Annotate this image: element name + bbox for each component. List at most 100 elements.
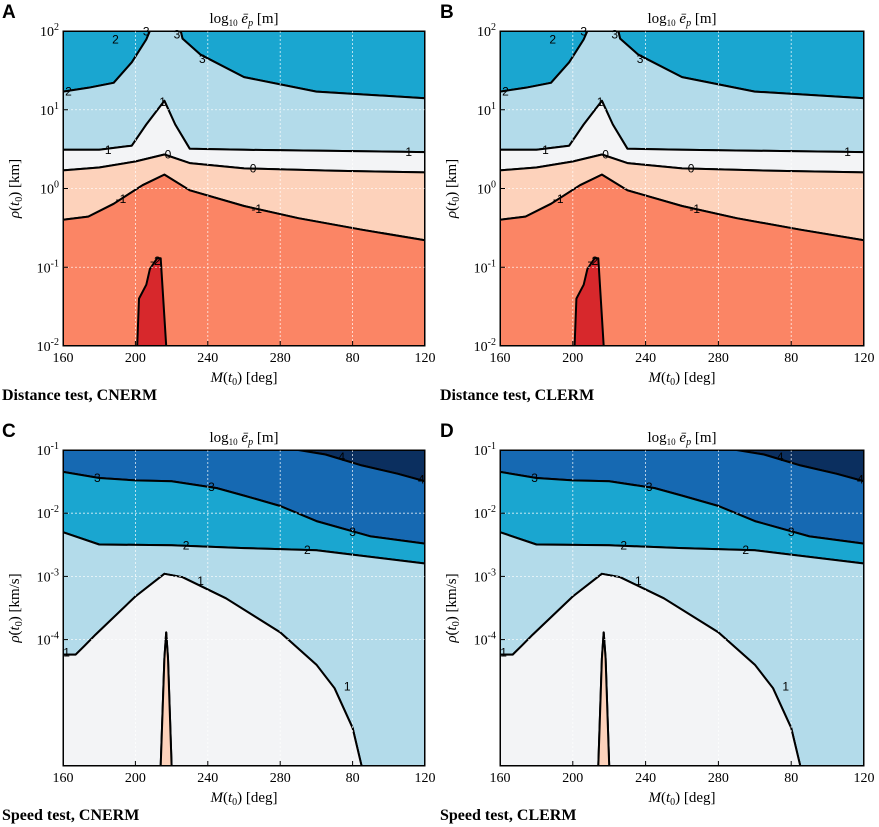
y-tick-label: 10-3 <box>474 567 496 585</box>
x-tick-label: 280 <box>708 771 729 786</box>
contour-label: 0 <box>250 161 257 175</box>
contour-label: 1 <box>844 145 851 159</box>
chart-title: log10 ēp [m] <box>647 430 716 448</box>
x-tick-label: 120 <box>854 771 875 786</box>
y-tick-labels: 10-2 10-1 100 101 102 <box>37 22 68 355</box>
y-tick-labels: 10-4 10-3 10-2 10-1 <box>474 441 505 649</box>
panel-letter: B <box>440 2 454 23</box>
contour-label: 3 <box>174 28 181 42</box>
contour-label: 1 <box>542 143 549 157</box>
contour-label: 3 <box>788 525 795 539</box>
x-tick-label: 80 <box>346 351 360 366</box>
y-tick-labels: 10-2 10-1 100 101 102 <box>474 22 505 355</box>
x-tick-labels: 160 200 240 280 80 120 <box>490 761 875 786</box>
x-tick-label: 120 <box>415 771 436 786</box>
contour-label: 4 <box>418 473 425 487</box>
x-axis-label: M(t0) [deg] <box>647 790 715 808</box>
x-axis-label: M(t0) [deg] <box>209 790 277 808</box>
y-tick-label: 100 <box>40 180 59 198</box>
panel-letter: C <box>2 421 16 442</box>
contour-label: -2 <box>150 254 161 268</box>
x-tick-label: 240 <box>635 351 656 366</box>
contour-bands <box>500 450 864 766</box>
x-tick-label: 120 <box>854 351 875 366</box>
y-tick-label: 10-1 <box>474 441 496 459</box>
chart-title: log10 ēp [m] <box>209 11 278 29</box>
contour-label: 3 <box>580 25 587 39</box>
contour-label: -1 <box>116 192 127 206</box>
contour-label: 0 <box>602 148 609 162</box>
axes-frame <box>499 449 865 767</box>
x-tick-label: 280 <box>708 351 729 366</box>
panel-letter: A <box>2 2 16 23</box>
contour-labels: 3 3 3 2 2 1 1 1 4 4 <box>500 450 864 694</box>
y-axis-label: ρ(t0) [km] <box>444 159 462 219</box>
y-tick-label: 10-1 <box>474 258 496 276</box>
x-tick-label: 120 <box>415 351 436 366</box>
y-tick-label: 101 <box>477 101 496 119</box>
x-tick-label: 240 <box>197 351 218 366</box>
panel-letter: D <box>440 421 454 442</box>
grid <box>63 450 425 766</box>
x-tick-label: 200 <box>562 771 583 786</box>
contour-label: 3 <box>637 52 644 66</box>
contour-label: 0 <box>688 161 695 175</box>
x-tick-label: 80 <box>784 351 798 366</box>
y-tick-label: 10-1 <box>37 258 59 276</box>
x-tick-label: 160 <box>53 771 74 786</box>
x-axis-label: M(t0) [deg] <box>209 370 277 388</box>
x-tick-label: 240 <box>197 771 218 786</box>
grid <box>500 450 864 766</box>
x-tick-labels: 160 200 240 280 80 120 <box>490 341 875 366</box>
contour-label: 1 <box>635 574 642 588</box>
y-tick-label: 102 <box>477 22 496 40</box>
contour-label: 1 <box>63 646 70 660</box>
contour-label: 2 <box>304 543 311 557</box>
contour-label: 2 <box>112 32 119 46</box>
contour-label: 3 <box>208 480 215 494</box>
y-tick-label: 100 <box>477 180 496 198</box>
y-tick-label: 10-4 <box>37 631 59 649</box>
y-tick-label: 10-3 <box>37 567 59 585</box>
contour-label: 1 <box>344 680 351 694</box>
contour-label: 3 <box>531 471 538 485</box>
contour-label: 1 <box>105 143 112 157</box>
contour-label: 1 <box>405 145 412 159</box>
y-axis-label: ρ̇(t0) [km/s] <box>444 573 462 643</box>
contour-label: 2 <box>65 85 72 99</box>
grid <box>500 31 864 346</box>
axes-frame <box>62 449 426 767</box>
contour-label: 4 <box>857 473 864 487</box>
x-tick-labels: 160 200 240 280 80 120 <box>53 341 436 366</box>
contour-label: 2 <box>183 538 190 552</box>
x-tick-label: 200 <box>125 771 146 786</box>
x-tick-label: 200 <box>562 351 583 366</box>
x-tick-label: 280 <box>270 351 291 366</box>
panel-caption: Distance test, CLERM <box>440 387 594 404</box>
contour-label: 0 <box>165 148 172 162</box>
y-axis-label: ρ̇(t0) [km/s] <box>7 573 25 643</box>
contour-label: 3 <box>646 480 653 494</box>
x-tick-label: 280 <box>270 771 291 786</box>
contour-labels: 2 2 3 3 3 1 1 1 0 0 -1 -1 -2 <box>502 25 851 268</box>
contour-label: 2 <box>742 543 749 557</box>
contour-label: -1 <box>689 202 700 216</box>
x-tick-label: 240 <box>635 771 656 786</box>
y-tick-label: 10-4 <box>474 631 496 649</box>
y-tick-label: 10-2 <box>474 337 496 355</box>
contour-label: 1 <box>159 95 166 109</box>
chart-title: log10 ēp [m] <box>647 11 716 29</box>
contour-band-level-0 <box>159 631 173 766</box>
contour-label: 3 <box>143 25 150 39</box>
x-tick-label: 80 <box>346 771 360 786</box>
x-tick-label: 160 <box>53 351 74 366</box>
contour-label: 1 <box>500 646 507 660</box>
x-tick-label: 80 <box>784 771 798 786</box>
panel-caption: Distance test, CNERM <box>2 387 157 404</box>
contour-label: -2 <box>587 254 598 268</box>
